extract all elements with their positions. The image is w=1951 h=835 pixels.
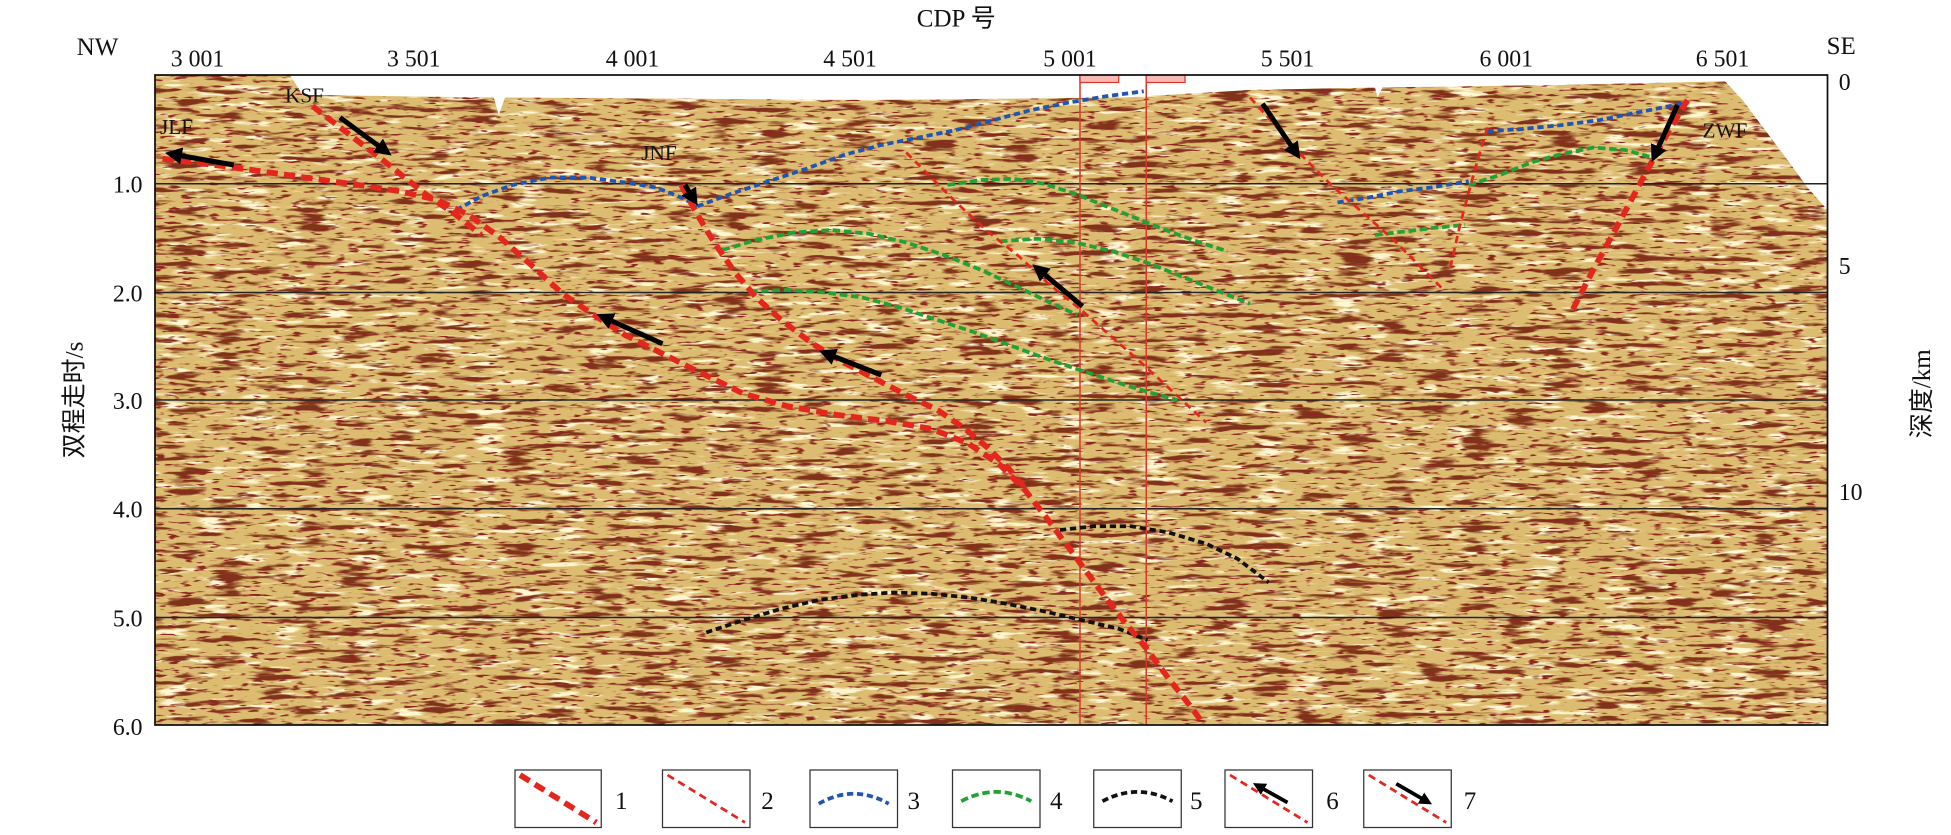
fault-label-zwf: ZWF bbox=[1703, 119, 1748, 143]
main-fault-line-jnf bbox=[678, 183, 1030, 494]
arrow-icon bbox=[596, 313, 664, 347]
legend-item: 7 bbox=[1363, 769, 1477, 829]
arrow-icon bbox=[164, 147, 235, 168]
fault-label-jlf: JLF bbox=[160, 115, 193, 139]
black-horizons bbox=[705, 524, 1270, 642]
main-faults bbox=[162, 98, 1690, 725]
plot-frame bbox=[154, 74, 1829, 726]
legend-swatch-box bbox=[809, 769, 899, 829]
top-tick-label: 4 501 bbox=[823, 46, 876, 72]
legend-label: 6 bbox=[1326, 788, 1339, 815]
arrow-icon bbox=[1395, 782, 1433, 805]
arrow-icon bbox=[338, 115, 392, 156]
black-horizon-line bbox=[1059, 524, 1270, 584]
black-horizon-line bbox=[705, 590, 1149, 642]
legend-item: 4 bbox=[951, 769, 1063, 829]
fault-motion-arrows bbox=[164, 102, 1680, 378]
legend-item: 3 bbox=[809, 769, 921, 829]
left-tick-label: 1.0 bbox=[113, 173, 143, 199]
top-tick-label: 6 001 bbox=[1480, 46, 1533, 72]
blue-horizon-line bbox=[1337, 179, 1470, 205]
green-horizons bbox=[721, 145, 1653, 402]
left-axis-title: 双程走时/s bbox=[61, 342, 89, 459]
green-horizon-line bbox=[1468, 145, 1653, 187]
right-axis-title: 深度/km bbox=[1908, 349, 1936, 438]
legend-label: 2 bbox=[761, 788, 774, 815]
top-tick-label: 3 501 bbox=[387, 46, 440, 72]
arrow-icon bbox=[819, 348, 883, 378]
arrow-icon bbox=[1032, 264, 1085, 309]
left-tick-label: 2.0 bbox=[113, 281, 143, 307]
blue-horizons bbox=[455, 89, 1682, 212]
top-tick-label: 6 501 bbox=[1696, 46, 1749, 72]
secondary-fault-line bbox=[1448, 127, 1489, 270]
legend-label: 1 bbox=[615, 788, 628, 815]
blue-horizon-line bbox=[696, 89, 1144, 209]
legend-label: 7 bbox=[1464, 788, 1477, 815]
top-tick-label: 5 001 bbox=[1043, 46, 1096, 72]
legend-label: 4 bbox=[1050, 788, 1063, 815]
top-tick-label: 5 501 bbox=[1261, 46, 1314, 72]
legend-label: 3 bbox=[908, 788, 921, 815]
legend-swatch-thin-red-dashed bbox=[666, 773, 746, 824]
blue-horizon-line bbox=[455, 175, 699, 212]
right-tick-label: 0 bbox=[1839, 70, 1851, 96]
green-horizon-line bbox=[1374, 223, 1466, 237]
legend-item: 5 bbox=[1093, 769, 1203, 829]
main-fault-line-zwf bbox=[1569, 98, 1690, 312]
top-tick-label: 3 001 bbox=[171, 46, 224, 72]
left-tick-label: 6.0 bbox=[113, 715, 143, 741]
legend-swatch-black-dashed bbox=[1101, 790, 1174, 803]
right-axis-ticks: 0 5 10 bbox=[1839, 70, 1863, 506]
legend-item: 1 bbox=[514, 769, 628, 829]
cdp-marker-box bbox=[1145, 74, 1186, 84]
right-tick-label: 10 bbox=[1839, 480, 1863, 506]
legend-swatch-box bbox=[1093, 769, 1182, 829]
arrow-icon bbox=[1650, 103, 1680, 163]
legend-swatch-green-dashed bbox=[960, 790, 1033, 803]
legend-swatch-thick-red-dashed bbox=[518, 772, 598, 825]
top-axis-ticks: 3 001 3 501 4 001 4 501 5 001 5 501 6 00… bbox=[171, 46, 1749, 72]
top-tick-label: 4 001 bbox=[606, 46, 659, 72]
fault-label-ksf: KSF bbox=[285, 84, 324, 108]
green-horizon-line bbox=[749, 288, 1178, 402]
top-axis-title: CDP 号 bbox=[917, 5, 996, 32]
legend-item: 2 bbox=[661, 769, 774, 829]
fault-label-jnf: JNF bbox=[641, 141, 677, 165]
right-tick-label: 5 bbox=[1839, 254, 1851, 280]
arrow-icon bbox=[1252, 783, 1289, 805]
arrow-icon bbox=[681, 183, 698, 206]
legend-swatch-thin-red-dashed bbox=[1229, 773, 1309, 824]
legend-swatch-thin-red-dashed bbox=[1368, 773, 1447, 824]
arrow-icon bbox=[1260, 102, 1301, 160]
green-horizon-line bbox=[721, 228, 1079, 317]
time-gridlines bbox=[154, 183, 1828, 619]
blue-horizon-line bbox=[1487, 101, 1682, 134]
left-tick-label: 4.0 bbox=[113, 498, 143, 524]
cdp-marker-box bbox=[1079, 74, 1120, 84]
legend-label: 5 bbox=[1190, 788, 1203, 815]
left-tick-label: 5.0 bbox=[113, 606, 143, 632]
direction-label-nw: NW bbox=[77, 34, 119, 61]
main-fault-line-ksf bbox=[310, 103, 484, 238]
legend-item: 6 bbox=[1224, 769, 1339, 829]
direction-label-se: SE bbox=[1827, 33, 1856, 60]
green-horizon-line bbox=[947, 176, 1229, 254]
left-axis-ticks: 1.0 2.0 3.0 4.0 5.0 6.0 bbox=[113, 173, 143, 741]
left-tick-label: 3.0 bbox=[113, 389, 143, 415]
legend: 1 2 3 4 5 6 bbox=[514, 769, 1477, 829]
